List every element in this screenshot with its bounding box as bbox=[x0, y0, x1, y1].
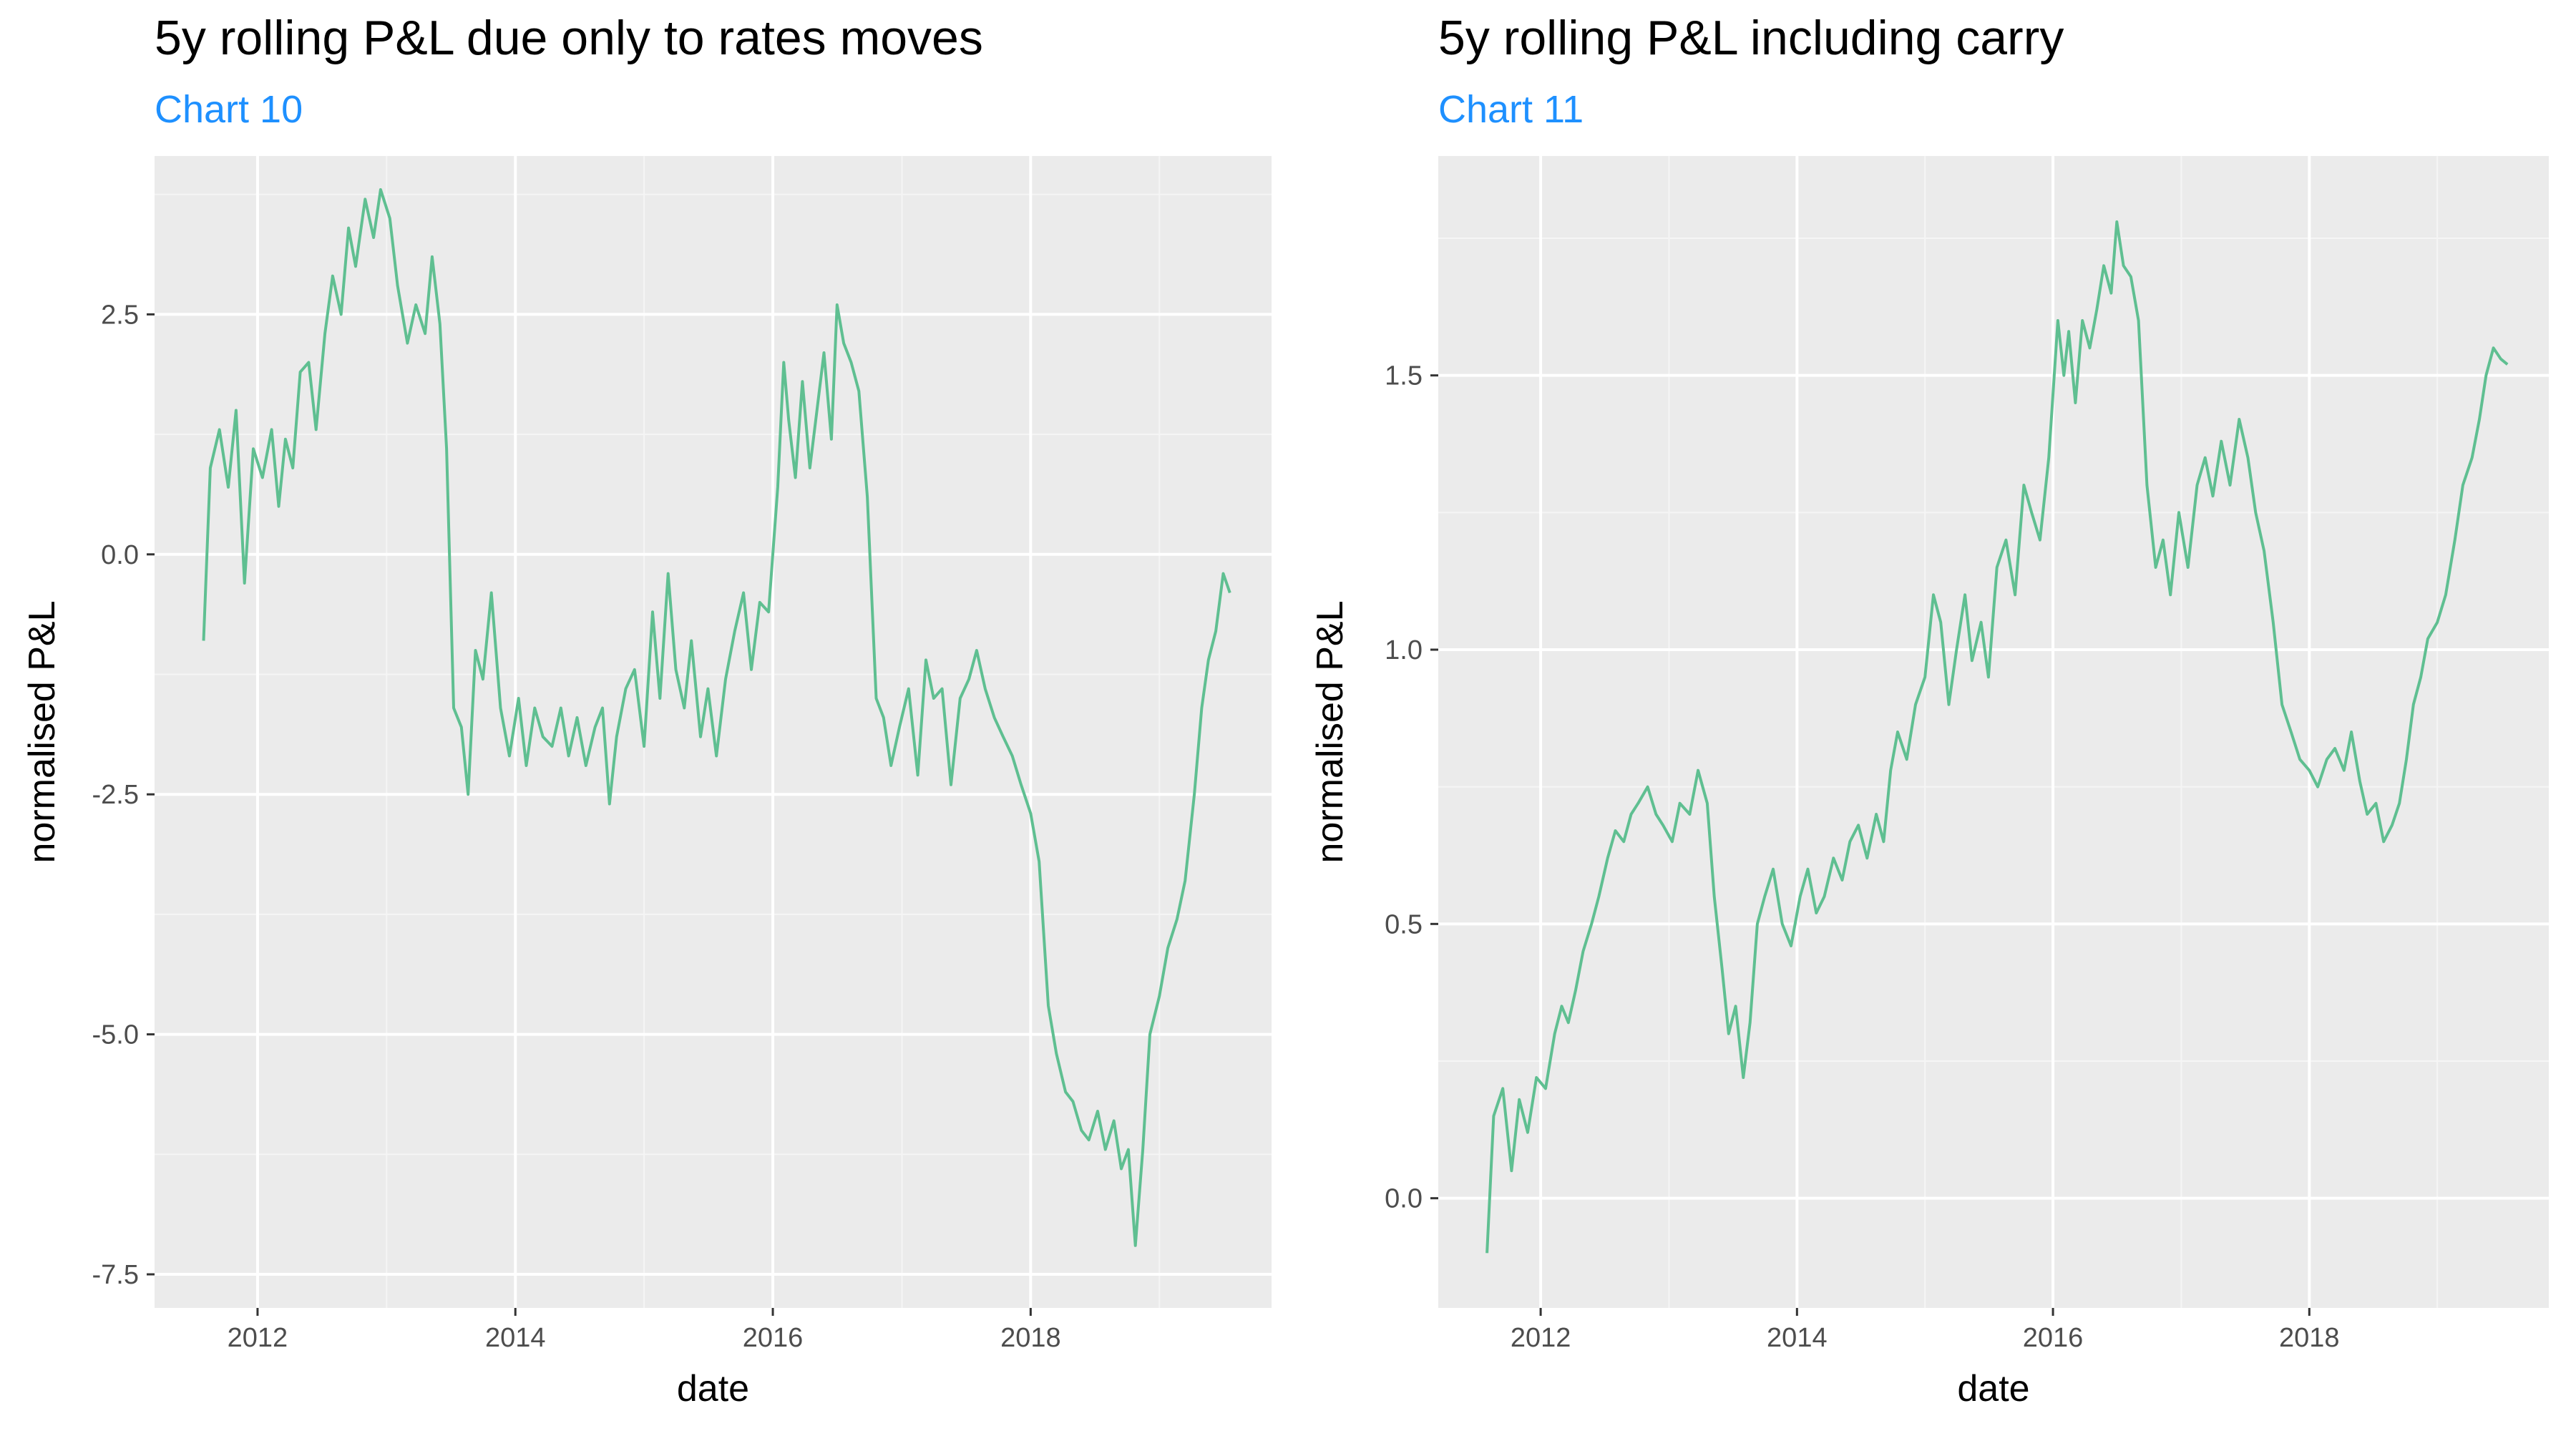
y-tick-label: 2.5 bbox=[101, 300, 139, 330]
y-tick-label: -2.5 bbox=[92, 780, 139, 810]
y-axis-title: normalised P&L bbox=[21, 600, 63, 863]
x-tick-label: 2014 bbox=[1767, 1323, 1828, 1353]
x-axis-title: date bbox=[677, 1368, 749, 1410]
series-line bbox=[1485, 220, 2509, 1254]
y-tick-label: 1.0 bbox=[1385, 635, 1423, 665]
y-tick-label: 0.5 bbox=[1385, 909, 1423, 939]
y-tick-label: -7.5 bbox=[92, 1260, 139, 1290]
plot-svg: 2.5 0.0 -2.5 -5.0 -7.5 2012 2014 2016 2018 date no… bbox=[21, 156, 1272, 1410]
chart-subtitle: Chart 11 bbox=[1438, 88, 1584, 131]
x-axis-title: date bbox=[1957, 1368, 2029, 1410]
chart-subtitle: Chart 10 bbox=[155, 88, 303, 131]
x-tick-label: 2018 bbox=[1000, 1323, 1061, 1353]
chart-right: 5y rolling P&L including carry Chart 11 … bbox=[1288, 0, 2576, 1431]
y-tick-label: 0.0 bbox=[101, 540, 139, 570]
chart-left: 5y rolling P&L due only to rates moves C… bbox=[21, 11, 1272, 1410]
plot-svg: 1.5 1.0 0.5 0.0 2012 2014 2016 2018 date normalis… bbox=[1309, 156, 2549, 1410]
plot-panel bbox=[1438, 156, 2549, 1308]
x-tick-label: 2018 bbox=[2279, 1323, 2340, 1353]
chart-title: 5y rolling P&L due only to rates moves bbox=[155, 11, 983, 65]
chart-title: 5y rolling P&L including carry bbox=[1438, 11, 2064, 65]
x-tick-label: 2012 bbox=[1511, 1323, 1571, 1353]
y-axis-title: normalised P&L bbox=[1309, 600, 1351, 863]
x-tick-label: 2016 bbox=[2023, 1323, 2084, 1353]
series-line bbox=[202, 188, 1231, 1247]
y-tick-label: 1.5 bbox=[1385, 361, 1423, 391]
y-tick-label: -5.0 bbox=[92, 1020, 139, 1050]
x-tick-label: 2016 bbox=[743, 1323, 804, 1353]
x-tick-label: 2012 bbox=[228, 1323, 288, 1353]
y-tick-label: 0.0 bbox=[1385, 1184, 1423, 1214]
x-tick-label: 2014 bbox=[485, 1323, 546, 1353]
